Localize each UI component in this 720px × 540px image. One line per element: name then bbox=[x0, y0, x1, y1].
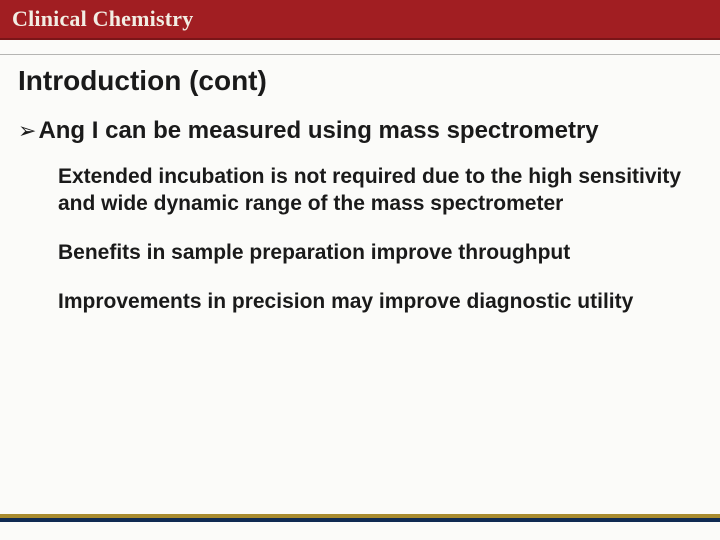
sub-point-2: Benefits in sample preparation improve t… bbox=[58, 239, 702, 266]
main-bullet-text: Ang I can be measured using mass spectro… bbox=[38, 117, 598, 145]
footer-double-rule bbox=[0, 514, 720, 522]
main-bullet-row: ➢ Ang I can be measured using mass spect… bbox=[18, 117, 702, 145]
brand-title: Clinical Chemistry bbox=[12, 6, 193, 32]
header-bar: Clinical Chemistry bbox=[0, 0, 720, 40]
sub-point-text: Extended incubation is not required due … bbox=[58, 163, 702, 217]
sub-point-3: Improvements in precision may improve di… bbox=[58, 288, 702, 315]
bullet-arrow-icon: ➢ bbox=[18, 117, 36, 145]
slide-content: Introduction (cont) ➢ Ang I can be measu… bbox=[0, 55, 720, 315]
sub-point-text: Improvements in precision may improve di… bbox=[58, 288, 702, 315]
sub-point-text: Benefits in sample preparation improve t… bbox=[58, 239, 702, 266]
sub-point-1: Extended incubation is not required due … bbox=[58, 163, 702, 217]
slide-title: Introduction (cont) bbox=[18, 65, 702, 97]
